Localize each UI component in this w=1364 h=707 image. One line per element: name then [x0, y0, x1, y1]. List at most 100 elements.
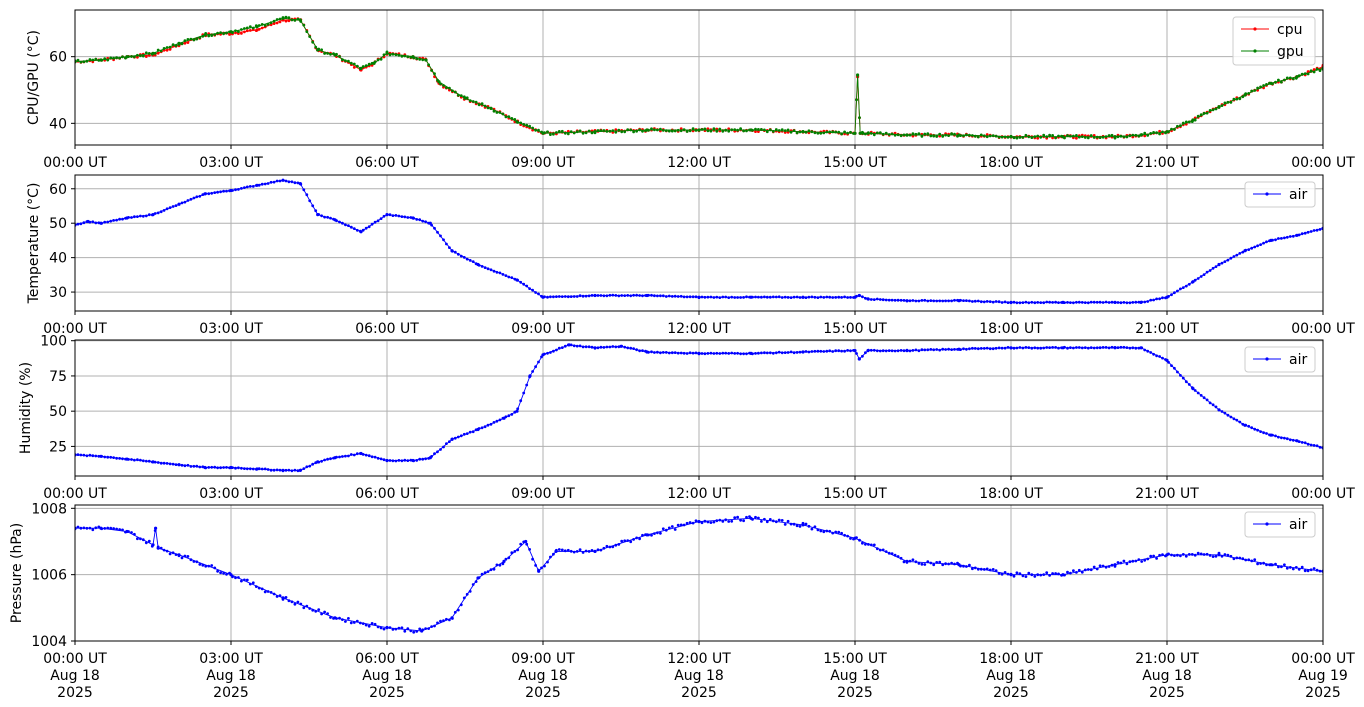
data-point — [510, 551, 514, 555]
data-point — [317, 608, 321, 611]
data-point — [216, 466, 220, 470]
data-point — [840, 531, 843, 535]
data-point — [1217, 551, 1221, 555]
data-point — [878, 298, 882, 301]
data-point — [667, 294, 671, 298]
data-point — [507, 275, 511, 279]
data-point — [335, 617, 338, 620]
data-point — [109, 56, 113, 60]
data-point — [941, 135, 945, 138]
data-point — [314, 209, 318, 213]
data-point — [213, 191, 217, 195]
data-point — [1277, 237, 1280, 240]
data-point — [237, 32, 240, 35]
data-point — [85, 220, 89, 224]
data-point — [394, 459, 398, 463]
data-point — [629, 540, 633, 544]
data-point — [1104, 346, 1108, 349]
data-point — [183, 200, 187, 204]
data-point — [801, 521, 805, 525]
data-point — [459, 434, 463, 438]
data-point — [329, 457, 332, 461]
x-tick-label: 09:00 UT — [511, 651, 575, 667]
data-point — [385, 625, 389, 629]
x-tick-label: 15:00 UT — [823, 155, 887, 171]
data-point — [382, 458, 386, 462]
data-point — [1253, 558, 1257, 562]
data-point — [171, 43, 175, 46]
data-point — [308, 35, 312, 38]
data-point — [344, 59, 347, 63]
data-point — [846, 296, 849, 299]
data-point — [1080, 135, 1084, 139]
data-point — [260, 26, 264, 30]
data-point — [159, 210, 163, 214]
data-point — [881, 132, 885, 136]
data-point — [1051, 572, 1054, 575]
data-point — [525, 542, 529, 546]
data-point — [721, 351, 725, 355]
data-point — [893, 553, 897, 557]
data-point — [944, 133, 947, 137]
data-point — [700, 295, 704, 299]
data-point — [1042, 573, 1046, 576]
data-point — [1176, 124, 1179, 128]
data-point — [1113, 136, 1117, 140]
data-point — [908, 349, 912, 353]
data-point — [691, 521, 695, 525]
data-point — [721, 295, 725, 299]
data-point — [611, 345, 615, 348]
y-tick-label: 60 — [49, 182, 67, 198]
data-point — [798, 350, 802, 354]
data-point — [302, 188, 306, 192]
data-point — [1235, 418, 1239, 422]
data-point — [207, 34, 211, 38]
data-point — [1220, 104, 1224, 107]
data-point — [382, 214, 386, 218]
x-tick-label: 21:00 UT — [1135, 321, 1199, 337]
data-point — [1113, 565, 1117, 568]
data-point — [557, 295, 561, 298]
data-point — [231, 466, 234, 469]
data-point — [210, 564, 214, 567]
data-point — [94, 221, 98, 225]
data-point — [189, 465, 193, 468]
data-point — [468, 99, 472, 102]
data-point — [269, 591, 273, 594]
data-point — [1045, 300, 1049, 304]
data-point — [673, 351, 677, 354]
data-point — [825, 130, 829, 134]
data-point — [763, 351, 766, 355]
data-point — [581, 551, 585, 554]
data-point — [1176, 370, 1179, 374]
x-tick-year-label: 2025 — [993, 685, 1029, 701]
data-point — [436, 230, 439, 234]
data-point — [685, 130, 689, 133]
data-point — [629, 294, 633, 298]
data-point — [718, 518, 722, 522]
data-point — [228, 189, 231, 193]
data-point — [477, 576, 481, 579]
data-point — [667, 351, 671, 355]
data-point — [269, 21, 273, 25]
data-point — [742, 519, 745, 523]
data-point — [985, 133, 989, 136]
data-point — [317, 460, 321, 464]
data-point — [718, 352, 722, 355]
data-point — [133, 458, 136, 462]
data-point — [106, 526, 110, 530]
data-point — [1190, 280, 1194, 284]
data-point — [1030, 346, 1034, 350]
legend-label-air: air — [1289, 517, 1307, 533]
data-point — [1164, 131, 1167, 135]
data-point — [685, 295, 689, 299]
data-point — [837, 530, 841, 534]
data-point — [742, 352, 745, 356]
data-point — [112, 56, 115, 60]
data-point — [688, 129, 692, 133]
data-point — [1140, 560, 1144, 563]
data-point — [1271, 238, 1274, 242]
data-point — [1122, 301, 1126, 304]
data-point — [682, 295, 686, 299]
data-point — [1143, 348, 1147, 352]
